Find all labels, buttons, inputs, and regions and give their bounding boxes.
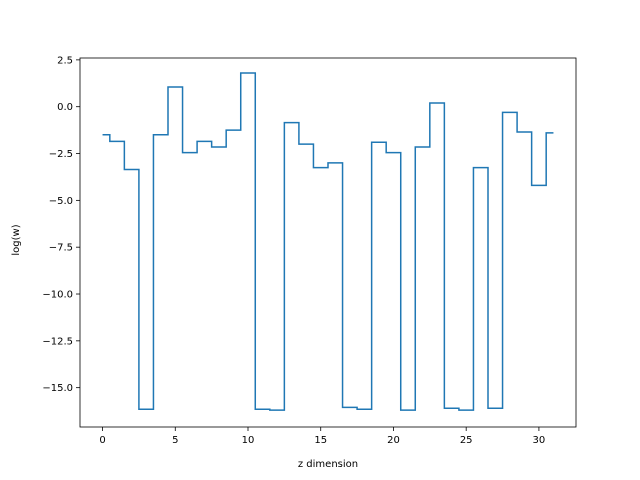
axes-frame	[79, 57, 577, 428]
x-tick-label: 0	[99, 435, 105, 446]
x-axis-label: z dimension	[298, 459, 358, 470]
y-tick-label: −10.0	[42, 290, 73, 301]
y-tick-label: 0.0	[57, 102, 73, 113]
y-tick-label: 2.5	[57, 55, 73, 66]
x-tick-label: 5	[172, 435, 178, 446]
y-tick-label: −5.0	[49, 196, 73, 207]
y-axis-ticks: 2.5 0.0 −2.5 −5.0 −7.5 −10.0 −12.5 −15.0	[42, 55, 80, 394]
series-line-0	[102, 72, 554, 411]
y-tick-label: −2.5	[49, 149, 73, 160]
y-tick-label: −12.5	[42, 336, 73, 347]
x-tick-label: 25	[460, 435, 473, 446]
x-tick-label: 20	[387, 435, 400, 446]
y-tick-label: −7.5	[49, 243, 73, 254]
plot-area	[79, 57, 577, 428]
x-tick-label: 15	[314, 435, 327, 446]
y-tick-label: −15.0	[42, 383, 73, 394]
x-tick-label: 30	[533, 435, 546, 446]
y-axis-label: log(w)	[11, 224, 22, 255]
x-axis-ticks: 0 5 10 15 20 25 30	[99, 427, 545, 446]
x-tick-label: 10	[242, 435, 255, 446]
